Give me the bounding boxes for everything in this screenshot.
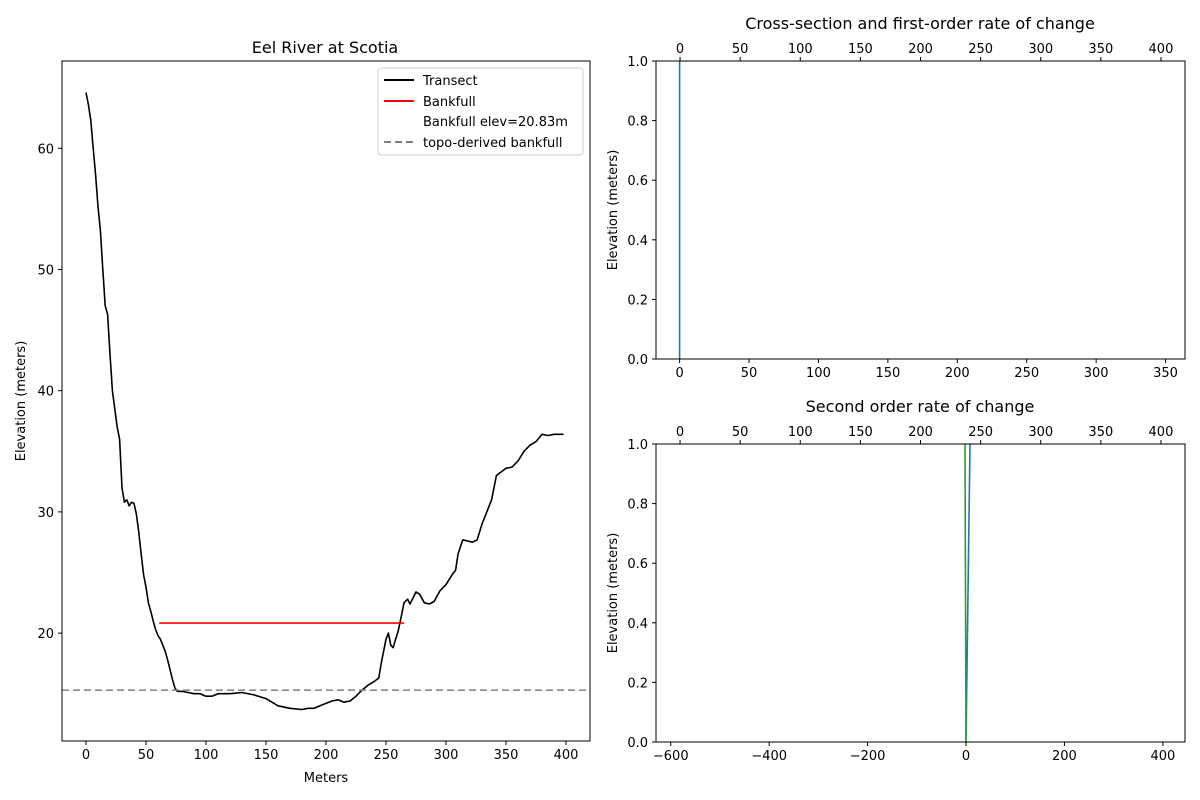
secondary-x-tick-label: 200	[908, 425, 933, 440]
legend-label-bankfull-elev: Bankfull elev=20.83m	[423, 115, 568, 130]
y-tick-label: 0.2	[627, 676, 648, 691]
x-tick-label: 400	[554, 748, 579, 763]
series-line-transect	[85, 92, 564, 711]
x-tick-label: 150	[254, 748, 279, 763]
y-tick-label: 0.6	[627, 174, 648, 189]
y-tick-label: 0.2	[627, 293, 648, 308]
x-tick-label: 300	[434, 748, 459, 763]
y-tick-label: 0.6	[627, 557, 648, 572]
x-tick-label: 50	[741, 366, 758, 381]
y-tick-label: 30	[37, 506, 54, 521]
tick-layer: −600 −400 −200 0 200 400 0 50 100 150 200 250 300 350…	[627, 425, 1175, 764]
x-tick-label: 350	[494, 748, 519, 763]
x-tick-label: 300	[1084, 366, 1109, 381]
y-tick-label: 0.8	[627, 498, 648, 513]
legend-box	[377, 67, 584, 156]
secondary-x-tick-label: 350	[1088, 42, 1113, 57]
x-tick-label: 100	[806, 366, 831, 381]
second-order-panel: Second order rate of change Elevation (m…	[606, 397, 1186, 764]
x-tick-label: 200	[314, 748, 339, 763]
x-tick-label: 50	[138, 748, 155, 763]
secondary-x-tick-label: 50	[732, 42, 749, 57]
transect-panel: Eel River at Scotia Meters Elevation (me…	[14, 38, 591, 786]
y-axis-title: Elevation (meters)	[14, 341, 29, 462]
y-tick-label: 1.0	[627, 438, 648, 453]
x-tick-label: 150	[875, 366, 900, 381]
y-tick-label: 0.0	[627, 353, 648, 368]
y-tick-label: 50	[37, 263, 54, 278]
secondary-x-tick-label: 400	[1149, 42, 1174, 57]
y-tick-label: 60	[37, 142, 54, 157]
y-axis-title: Elevation (meters)	[606, 533, 621, 654]
series-line	[964, 443, 967, 743]
x-tick-label: 0	[675, 366, 683, 381]
x-tick-label: 400	[1150, 749, 1175, 764]
secondary-x-tick-label: 300	[1028, 42, 1053, 57]
x-tick-label: −200	[850, 749, 886, 764]
panel-title: Eel River at Scotia	[252, 38, 398, 57]
x-tick-label: 350	[1153, 366, 1178, 381]
panel-title: Second order rate of change	[806, 397, 1035, 416]
x-axis-title: Meters	[304, 771, 349, 786]
secondary-x-tick-label: 300	[1028, 425, 1053, 440]
legend-label-transect: Transect	[422, 74, 478, 89]
secondary-x-tick-label: 150	[848, 42, 873, 57]
x-tick-label: 250	[374, 748, 399, 763]
secondary-x-tick-label: 350	[1088, 425, 1113, 440]
secondary-x-tick-label: 150	[848, 425, 873, 440]
panel-title: Cross-section and first-order rate of ch…	[745, 14, 1095, 33]
y-tick-label: 20	[37, 627, 54, 642]
legend-label-bankfull: Bankfull	[423, 95, 476, 110]
x-tick-label: 200	[945, 366, 970, 381]
secondary-x-tick-label: 0	[676, 42, 684, 57]
legend: Transect Bankfull Bankfull elev=20.83m t…	[377, 67, 584, 156]
plot-area	[62, 92, 590, 711]
y-tick-label: 40	[37, 385, 54, 400]
secondary-x-tick-label: 100	[788, 425, 813, 440]
y-tick-label: 0.0	[627, 736, 648, 751]
first-order-panel: Cross-section and first-order rate of ch…	[606, 14, 1186, 381]
y-tick-label: 0.4	[627, 234, 648, 249]
y-tick-label: 0.4	[627, 617, 648, 632]
tick-layer: 0 50 100 150 200 250 300 350 0 50 100 150 200 250 300 3…	[627, 42, 1178, 381]
plot-area	[964, 443, 971, 743]
secondary-x-tick-label: 50	[732, 425, 749, 440]
legend-label-topo-bankfull: topo-derived bankfull	[423, 136, 563, 151]
x-tick-label: 250	[1014, 366, 1039, 381]
secondary-x-tick-label: 250	[968, 425, 993, 440]
tick-layer: 0 50 100 150 200 250 300 350 400 20 30 40 50 60	[37, 142, 578, 763]
series-line	[965, 443, 971, 743]
x-tick-label: −600	[653, 749, 689, 764]
secondary-x-tick-label: 200	[908, 42, 933, 57]
y-axis-title: Elevation (meters)	[606, 150, 621, 271]
x-tick-label: 0	[82, 748, 90, 763]
secondary-x-tick-label: 0	[676, 425, 684, 440]
secondary-x-tick-label: 250	[968, 42, 993, 57]
x-tick-label: 200	[1052, 749, 1077, 764]
x-tick-label: −400	[751, 749, 787, 764]
secondary-x-tick-label: 100	[788, 42, 813, 57]
y-tick-label: 0.8	[627, 115, 648, 130]
secondary-x-tick-label: 400	[1149, 425, 1174, 440]
y-tick-label: 1.0	[627, 55, 648, 70]
x-tick-label: 100	[194, 748, 219, 763]
x-tick-label: 0	[962, 749, 970, 764]
